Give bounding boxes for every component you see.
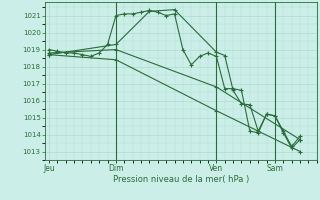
X-axis label: Pression niveau de la mer( hPa ): Pression niveau de la mer( hPa ) — [113, 175, 249, 184]
